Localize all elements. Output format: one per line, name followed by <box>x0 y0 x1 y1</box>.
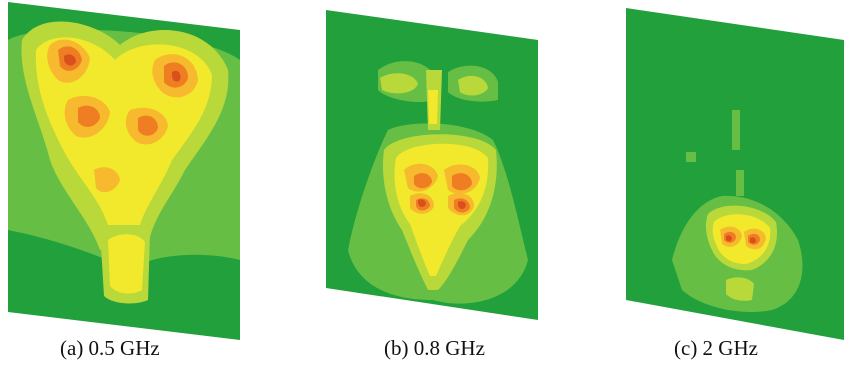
field-map-2ghz-image <box>626 8 844 340</box>
field-map-2ghz <box>622 0 853 340</box>
field-map-0-5ghz-image <box>8 2 240 340</box>
caption-c: (c) 2 GHz <box>674 336 758 360</box>
field-map-0-5ghz <box>0 0 248 340</box>
field-map-0-8ghz-image <box>326 10 538 320</box>
field-map-0-8ghz <box>318 0 546 340</box>
caption-a: (a) 0.5 GHz <box>60 336 160 360</box>
caption-b: (b) 0.8 GHz <box>384 336 485 360</box>
